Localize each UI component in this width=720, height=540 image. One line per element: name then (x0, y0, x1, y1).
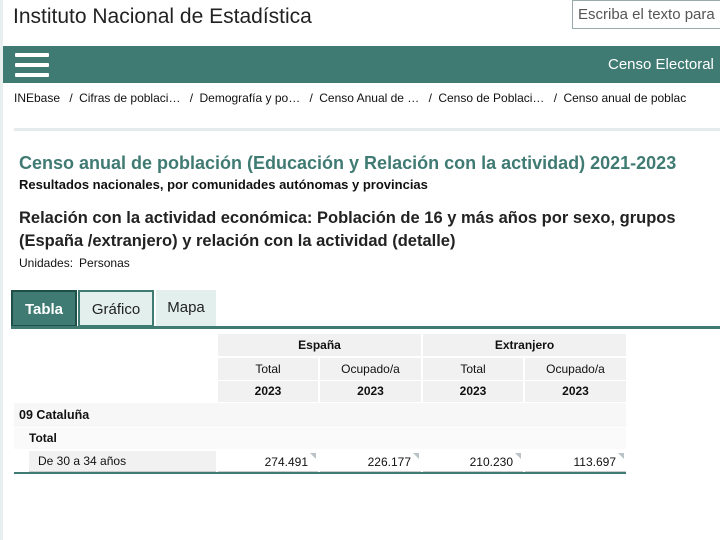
breadcrumb-separator: / (189, 91, 194, 105)
region-row: 09 Cataluña (14, 403, 626, 427)
breadcrumb-item[interactable]: Demografía y po… (199, 91, 301, 105)
breadcrumb-item[interactable]: Cifras de poblaci… (79, 91, 181, 105)
tab-tabla[interactable]: Tabla (11, 290, 77, 327)
breadcrumb-separator: / (69, 91, 73, 105)
page-subtitle: Resultados nacionales, por comunidades a… (19, 177, 428, 192)
breadcrumb-separator: / (553, 91, 558, 105)
units-value: Personas (79, 256, 130, 270)
site-title[interactable]: Instituto Nacional de Estadística (13, 5, 312, 28)
cell-note-icon[interactable] (310, 453, 316, 459)
breadcrumb: INEbase / Cifras de poblaci… / Demografí… (14, 91, 686, 105)
search-input[interactable] (573, 1, 720, 28)
nav-bar: Censo Electoral (3, 46, 720, 83)
breadcrumb-item[interactable]: INEbase (14, 91, 61, 105)
cell-value: 226.177 (367, 455, 411, 469)
nav-title[interactable]: Censo Electoral (608, 56, 714, 73)
year-header: 2023 (218, 381, 318, 402)
tab-underline (11, 326, 720, 329)
breadcrumb-item[interactable]: Censo de Poblaci… (438, 91, 545, 105)
cell-value: 274.491 (264, 455, 308, 469)
column-group-header: Extranjero (423, 334, 626, 357)
cell-value: 210.230 (469, 455, 513, 469)
table-title: Relación con la actividad económica: Pob… (19, 207, 720, 253)
cell-value: 113.697 (573, 455, 617, 469)
cell-note-icon[interactable] (515, 453, 521, 459)
tab-grafico[interactable]: Gráfico (78, 290, 154, 327)
table-row-label: De 30 a 34 años (29, 451, 216, 472)
sex-row: Total (14, 428, 626, 449)
units-label: Unidades: (19, 256, 74, 270)
year-header: 2023 (320, 381, 421, 402)
table-title-line: Relación con la actividad económica: Pob… (19, 209, 676, 227)
units: Unidades: Personas (19, 256, 130, 270)
left-edge (0, 0, 3, 540)
year-header: 2023 (525, 381, 626, 402)
column-header: Ocupado/a (525, 358, 626, 380)
breadcrumb-separator: / (309, 91, 313, 105)
column-header: Total (423, 358, 523, 380)
table-cell[interactable]: 226.177 (320, 451, 421, 472)
divider (14, 128, 720, 131)
column-header: Ocupado/a (320, 358, 421, 380)
hamburger-menu-icon[interactable] (15, 53, 49, 77)
table-bottom-border (14, 472, 626, 474)
table-title-line: (España /extranjero) y relación con la a… (19, 232, 456, 250)
column-header: Total (218, 358, 318, 380)
tab-mapa[interactable]: Mapa (156, 290, 216, 327)
page-title: Censo anual de población (Educación y Re… (19, 153, 677, 173)
breadcrumb-separator: / (428, 91, 432, 105)
table-cell[interactable]: 274.491 (218, 451, 318, 472)
search-box[interactable] (572, 0, 720, 29)
column-group-header: España (218, 334, 421, 357)
breadcrumb-item[interactable]: Censo Anual de … (319, 91, 420, 105)
table-cell[interactable]: 210.230 (423, 451, 523, 472)
table-cell[interactable]: 113.697 (525, 451, 626, 472)
cell-note-icon[interactable] (618, 453, 624, 459)
year-header: 2023 (423, 381, 523, 402)
breadcrumb-item-current[interactable]: Censo anual de poblac (563, 91, 687, 105)
cell-note-icon[interactable] (413, 453, 419, 459)
